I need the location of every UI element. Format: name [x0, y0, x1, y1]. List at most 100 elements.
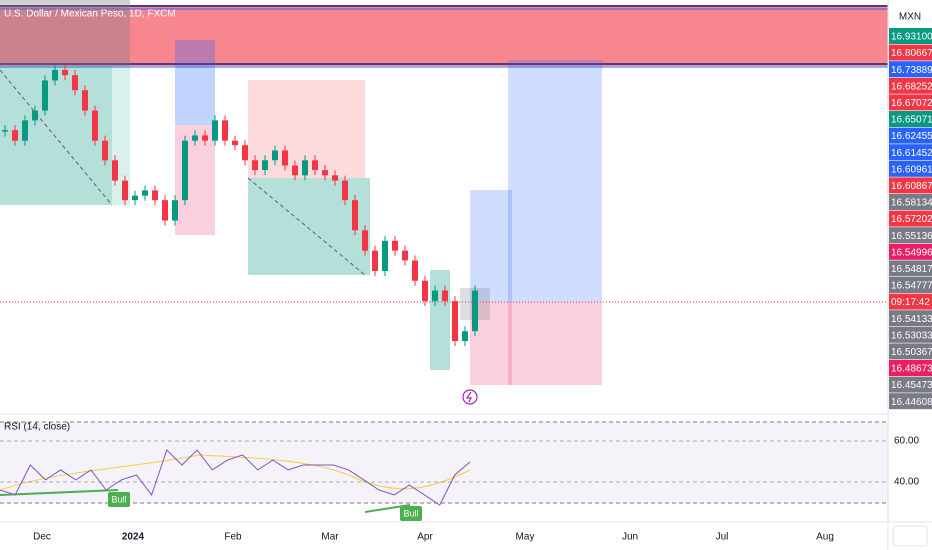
candle — [422, 280, 428, 302]
currency-box[interactable] — [889, 5, 931, 27]
currency: MXN — [899, 12, 921, 23]
teal-box — [248, 178, 370, 275]
price-label: 16.65071 — [891, 115, 932, 126]
price-label-box — [889, 127, 932, 144]
small-box — [430, 270, 450, 370]
candle — [62, 69, 68, 76]
price-label: 16.54133 — [891, 314, 932, 325]
candle — [222, 120, 228, 141]
price-label-box — [889, 160, 932, 177]
long-target — [508, 60, 602, 302]
candle — [362, 230, 368, 251]
price-label: 16.50367 — [891, 347, 932, 358]
candle — [302, 160, 308, 176]
price-label-box — [889, 61, 932, 78]
price-label: 16.58134 — [891, 198, 932, 209]
rsi-tick-label: 60.00 — [894, 436, 919, 447]
candle — [292, 165, 298, 176]
candle — [112, 160, 118, 181]
candle — [432, 290, 438, 302]
time-label: Mar — [321, 532, 339, 543]
price-label-box — [889, 360, 932, 376]
price-label: 16.68252 — [891, 81, 932, 92]
candle — [352, 200, 358, 231]
price-label-box — [889, 44, 932, 61]
event-icon-bolt — [465, 391, 472, 403]
price-label: 16.60961 — [891, 164, 932, 175]
price-label: 16.80667 — [891, 48, 932, 59]
event-icon[interactable] — [462, 389, 478, 405]
price-label: 16.45473 — [891, 380, 932, 391]
price-label-box — [889, 111, 932, 127]
bull-badge — [400, 506, 422, 521]
price-label: 16.54996 — [891, 247, 932, 258]
candle — [282, 150, 288, 166]
price-label-box — [889, 343, 932, 360]
candle — [242, 145, 248, 161]
candle — [42, 80, 48, 111]
symbol-title: U.S. Dollar / Mexican Peso, 1D, FXCM — [4, 9, 176, 20]
price-label-box — [889, 28, 932, 44]
price-label-box — [889, 293, 932, 310]
price-label: 16.73889 — [891, 65, 932, 76]
long-stop — [508, 302, 602, 385]
price-label: 16.61452 — [891, 148, 932, 159]
price-label: 16.67072 — [891, 98, 932, 109]
candle — [202, 135, 208, 141]
candle — [472, 290, 478, 332]
candle — [372, 250, 378, 271]
price-label-box — [889, 177, 932, 194]
rsi-band — [0, 422, 888, 503]
time-label: Jun — [622, 532, 638, 543]
candle — [212, 120, 218, 141]
price-label: 16.48673 — [891, 364, 932, 375]
price-label: 16.44608 — [891, 397, 932, 408]
price-label-box — [889, 326, 932, 343]
price-label-box — [889, 277, 932, 293]
price-label: 16.54777 — [891, 281, 932, 292]
candle — [102, 140, 108, 161]
blue-box — [175, 40, 215, 125]
time-label: Aug — [816, 532, 834, 543]
candle — [122, 180, 128, 201]
candle — [12, 130, 18, 141]
price-label: 16.60867 — [891, 181, 932, 192]
candle — [462, 331, 468, 342]
price-label-box — [889, 144, 932, 161]
bull-badge — [108, 492, 130, 507]
time-label: May — [516, 532, 535, 543]
candle — [192, 135, 198, 141]
candle — [232, 140, 238, 146]
rsi-ma — [0, 454, 471, 491]
candle — [152, 190, 158, 201]
price-label-box — [889, 210, 932, 227]
candle — [412, 260, 418, 281]
candle — [172, 200, 178, 221]
candle — [452, 301, 458, 342]
candle — [402, 250, 408, 261]
time-label: 2024 — [122, 532, 145, 543]
rsi-line — [0, 449, 471, 506]
price-label: 16.55136 — [891, 231, 932, 242]
price-label-box — [889, 243, 932, 260]
candle — [312, 160, 318, 171]
divergence-line — [0, 489, 119, 496]
candle — [392, 240, 398, 251]
candle — [92, 110, 98, 141]
settings-button[interactable] — [892, 525, 928, 547]
candle — [322, 170, 328, 176]
candle — [52, 69, 58, 81]
bull-label: Bull — [403, 508, 418, 518]
candle — [72, 75, 78, 91]
price-label: 16.57202 — [891, 214, 932, 225]
price-label-box — [889, 77, 932, 94]
candle — [32, 110, 38, 121]
price-label-box — [889, 393, 932, 410]
candle — [262, 160, 268, 171]
candle — [142, 190, 148, 196]
time-label: Apr — [417, 532, 433, 543]
candle — [132, 195, 138, 201]
candle — [22, 120, 28, 141]
price-label-box — [889, 227, 932, 244]
